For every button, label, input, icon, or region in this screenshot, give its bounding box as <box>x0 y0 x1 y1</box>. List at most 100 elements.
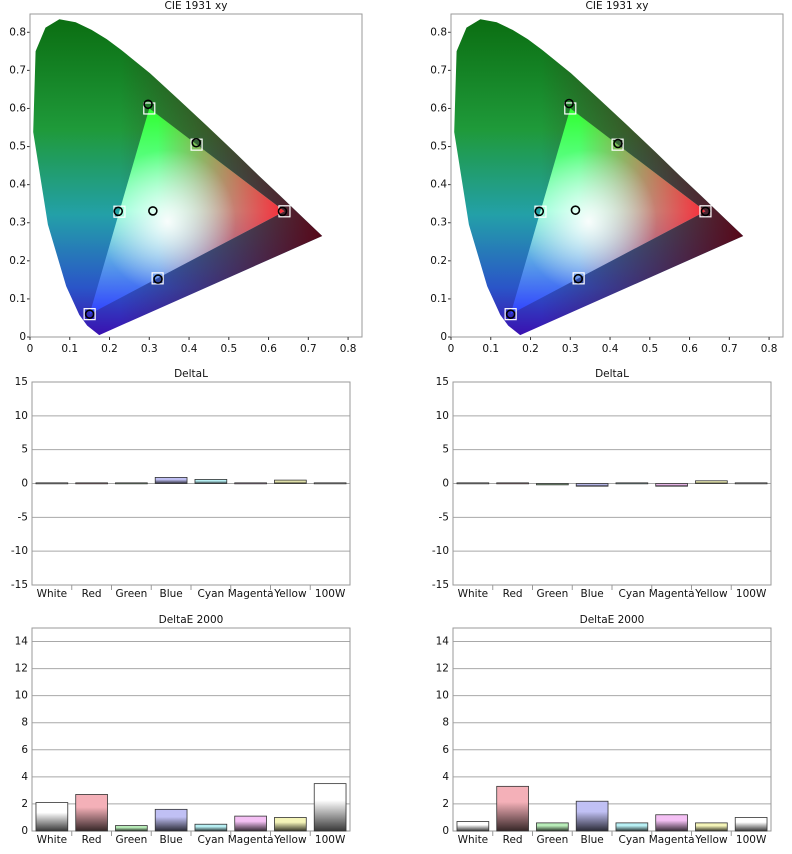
y-tick-label: 8 <box>21 717 28 729</box>
plot-frame <box>29 13 363 338</box>
x-tick-label: Green <box>536 834 568 846</box>
bar <box>496 785 529 832</box>
x-tick-label: Magenta <box>649 588 695 600</box>
x-tick-label: 0.7 <box>721 343 738 355</box>
y-tick-label: 0.6 <box>430 102 447 114</box>
measured-marker <box>84 309 95 319</box>
chart-title: DeltaE 2000 <box>159 614 224 626</box>
plot-frame <box>450 13 784 338</box>
x-tick-label: Magenta <box>649 834 695 846</box>
target-marker <box>504 308 517 321</box>
bar <box>194 479 228 484</box>
y-tick-label: -5 <box>439 511 449 523</box>
x-tick-label: Green <box>115 588 147 600</box>
bar <box>536 822 569 832</box>
x-tick-label: 0.6 <box>681 343 698 355</box>
y-tick-label: 10 <box>436 410 449 422</box>
y-tick-label: 10 <box>15 690 28 702</box>
measured-marker <box>573 273 584 284</box>
x-tick-label: Cyan <box>619 588 646 600</box>
y-tick-label: 8 <box>442 717 449 729</box>
x-tick-label: 0.2 <box>522 343 539 355</box>
bar <box>655 814 688 832</box>
y-tick-label: 0.4 <box>9 179 26 191</box>
bar <box>734 817 768 832</box>
bar <box>274 817 307 832</box>
y-tick-label: 0.3 <box>430 217 447 229</box>
bar <box>35 482 69 485</box>
chart-title: CIE 1931 xy <box>586 0 649 12</box>
x-tick-label: Magenta <box>228 834 274 846</box>
x-tick-label: Red <box>82 834 102 846</box>
measured-marker <box>613 138 623 149</box>
measured-marker <box>570 205 581 215</box>
y-tick-label: 0 <box>21 825 28 837</box>
y-tick-label: 0.2 <box>430 255 447 267</box>
bar <box>35 802 69 832</box>
y-tick-label: 0 <box>440 331 447 343</box>
y-tick-label: 4 <box>442 771 449 783</box>
y-tick-label: -10 <box>11 545 28 557</box>
x-tick-label: 0.1 <box>61 343 78 355</box>
measured-marker <box>113 206 124 217</box>
y-tick-label: 0.1 <box>9 293 26 305</box>
bar <box>115 482 148 485</box>
y-tick-label: 0.5 <box>9 141 26 153</box>
x-tick-label: Blue <box>581 834 604 846</box>
y-tick-label: 2 <box>442 798 449 810</box>
bar <box>154 477 188 484</box>
y-tick-label: -15 <box>11 579 28 591</box>
y-tick-label: 0.2 <box>9 255 26 267</box>
y-tick-label: 10 <box>15 410 28 422</box>
x-tick-label: 100W <box>736 834 767 846</box>
y-tick-label: 6 <box>442 744 449 756</box>
chart-title: CIE 1931 xy <box>165 0 228 12</box>
x-tick-label: 0.8 <box>761 343 778 355</box>
y-tick-label: -15 <box>432 579 449 591</box>
y-tick-label: 15 <box>436 376 449 388</box>
bar <box>75 794 108 832</box>
y-tick-label: 14 <box>15 636 29 648</box>
x-tick-label: Red <box>82 588 102 600</box>
chart-title: DeltaL <box>595 368 629 380</box>
x-tick-label: 0 <box>27 343 34 355</box>
x-tick-label: Green <box>115 834 147 846</box>
bar <box>575 800 609 832</box>
bar <box>695 822 728 832</box>
x-tick-label: Magenta <box>228 588 274 600</box>
x-tick-label: 100W <box>315 834 346 846</box>
x-tick-label: 0.6 <box>260 343 277 355</box>
y-tick-label: 0.7 <box>9 64 26 76</box>
x-tick-label: White <box>37 588 68 600</box>
y-tick-label: -10 <box>432 545 449 557</box>
bar <box>75 482 108 485</box>
x-tick-label: 0.5 <box>220 343 237 355</box>
target-marker <box>143 102 156 115</box>
x-tick-label: White <box>458 834 489 846</box>
bar <box>313 783 347 832</box>
x-tick-label: 100W <box>736 588 767 600</box>
x-tick-label: 100W <box>315 588 346 600</box>
measured-marker <box>153 274 163 284</box>
x-tick-label: Blue <box>160 588 183 600</box>
x-tick-label: Red <box>503 834 523 846</box>
y-tick-label: 0.1 <box>430 293 447 305</box>
measured-marker <box>700 206 711 217</box>
x-tick-label: 0.3 <box>141 343 158 355</box>
x-tick-label: White <box>37 834 68 846</box>
x-tick-label: Red <box>503 588 523 600</box>
x-tick-label: Cyan <box>619 834 646 846</box>
chromaticity-diagram <box>33 19 323 336</box>
measured-marker <box>148 206 158 216</box>
bar <box>575 483 609 487</box>
x-tick-label: Blue <box>581 588 604 600</box>
y-tick-label: 12 <box>436 663 449 675</box>
y-tick-label: 10 <box>436 690 449 702</box>
chart-title: DeltaL <box>174 368 208 380</box>
y-tick-label: 0 <box>19 331 26 343</box>
bar <box>456 821 490 832</box>
x-tick-label: 0.5 <box>641 343 658 355</box>
x-tick-label: 0.3 <box>562 343 579 355</box>
target-marker <box>83 308 96 321</box>
